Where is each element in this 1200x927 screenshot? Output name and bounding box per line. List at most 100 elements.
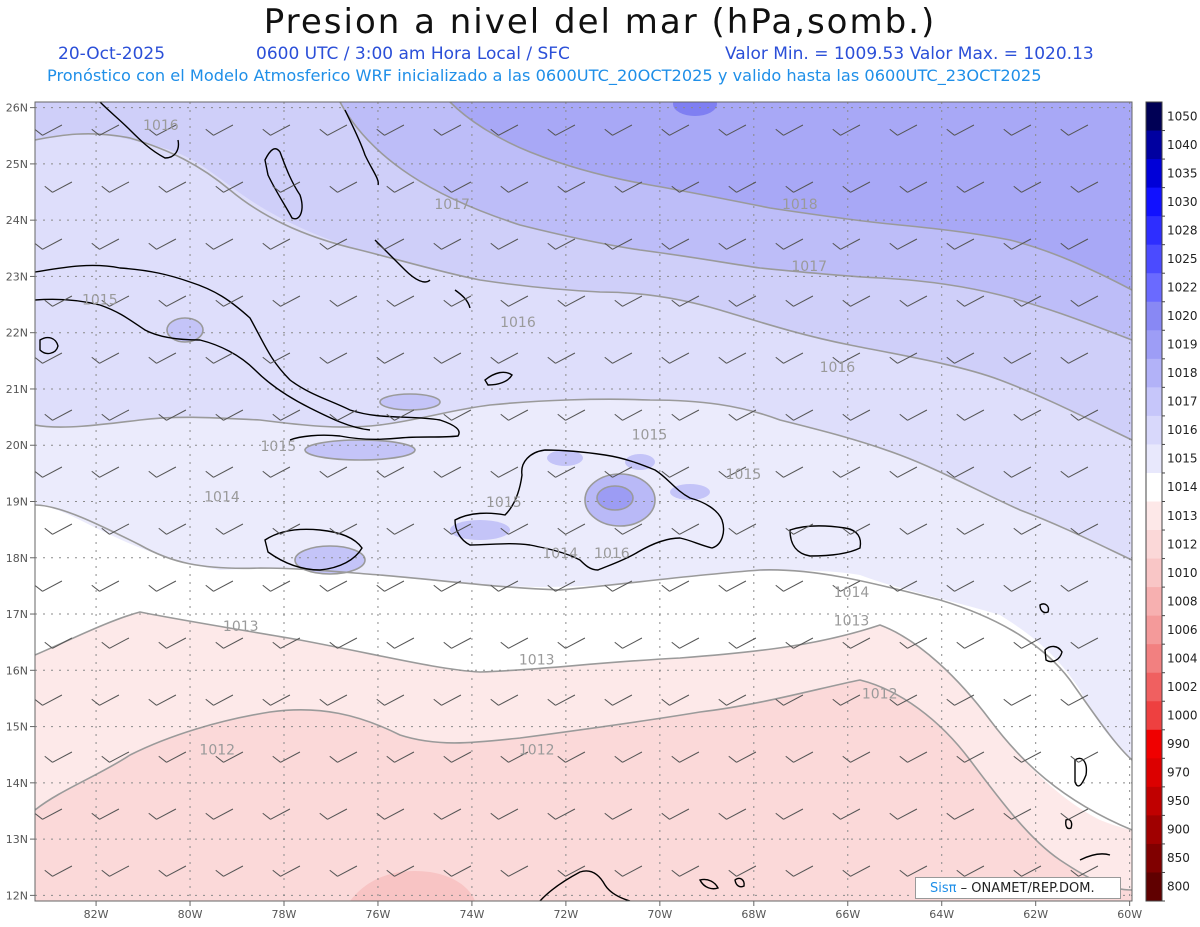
contour-label: 1017 [434,197,470,213]
colorbar-label: 1010 [1167,566,1198,580]
wind-barb [614,409,643,421]
wind-barb [842,865,871,877]
wind-barb [490,352,519,364]
lat-label: 23N [6,270,28,283]
colorbar-label: 1022 [1167,280,1198,294]
lat-lon-grid [35,102,1132,901]
wind-barb [262,808,291,820]
wind-barb [443,181,472,193]
wind-barb [604,694,633,706]
lon-label: 60W [1117,908,1142,921]
colorbar-label: 1028 [1167,223,1198,237]
wind-barb [889,466,918,478]
wind-barb [718,352,747,364]
colorbar-swatch [1146,444,1162,474]
wind-barb [262,352,291,364]
wind-barb [604,124,633,136]
wind-barb [376,124,405,136]
wind-barb [500,181,529,193]
wind-barb [1013,295,1042,307]
wind-barb [1060,238,1089,250]
wind-barb [490,808,519,820]
wind-barb [443,523,472,535]
wind-barb [329,865,358,877]
colorbar-label: 1006 [1167,623,1198,637]
wind-barb [433,124,462,136]
wind-barb [101,637,130,649]
wind-barb [376,580,405,592]
wind-barb [842,523,871,535]
wind-barb [671,751,700,763]
colorbar-label: 1020 [1167,309,1198,323]
wind-barb [376,694,405,706]
wind-barb [215,409,244,421]
wind-barb [319,694,348,706]
colorbar-label: 1025 [1167,252,1198,266]
wind-barb [718,124,747,136]
colorbar-label: 990 [1167,737,1190,751]
wind-barb [661,580,690,592]
map-title: Presion a nivel del mar (hPa,somb.) [263,2,937,42]
wind-barb [785,865,814,877]
wind-barb [433,580,462,592]
colorbar-swatch [1146,472,1162,502]
wind-barb [35,808,63,820]
wind-barb [205,124,234,136]
wind-barb [262,580,291,592]
wind-barb [376,808,405,820]
wind-barb [91,466,120,478]
wind-barb [158,751,187,763]
wind-barb [728,637,757,649]
wind-barb [899,523,928,535]
wind-barb [728,409,757,421]
credit-text: – ONAMET/REP.DOM. [956,881,1095,896]
wind-barb [671,637,700,649]
wind-barb [889,580,918,592]
wind-barb [35,238,63,250]
wind-barb [1070,865,1099,877]
wind-barb [946,580,975,592]
colorbar-swatch [1146,187,1162,217]
colorbar-label: 1002 [1167,680,1198,694]
wind-barb [832,124,861,136]
wind-barb [148,352,177,364]
wind-barb [1013,865,1042,877]
longitude-labels: 82W 80W 78W 76W 74W 72W 70W 68W 66W 64W 62W 60W [84,901,1142,921]
wind-barb [832,694,861,706]
lat-label: 15N [6,721,28,734]
wind-barb [956,637,985,649]
forecast-line: Pronóstico con el Modelo Atmosferico WRF… [47,66,1042,85]
wind-barb [91,352,120,364]
wind-barb [386,181,415,193]
colorbar-swatch [1146,843,1162,873]
wind-barb [718,694,747,706]
wind-barb [661,466,690,478]
wind-barb [376,466,405,478]
lat-label: 22N [6,327,28,340]
wind-barb [671,865,700,877]
wind-barb [101,409,130,421]
wind-barb [44,295,73,307]
wind-barb [329,751,358,763]
colorbar-label: 1012 [1167,537,1198,551]
wind-barb [1013,181,1042,193]
colorbar: 1050 1040 1035 1030 1028 1025 1022 1020 1019 1018… [1145,101,1198,902]
wind-barb [433,694,462,706]
wind-barb [1060,808,1089,820]
lon-label: 70W [647,908,672,921]
colorbar-swatch [1146,815,1162,845]
contour-label: 1014 [542,546,578,562]
wind-barb [91,580,120,592]
wind-barb [91,238,120,250]
colorbar-swatch [1146,358,1162,388]
wind-barb [547,238,576,250]
contour-label: 1015 [726,467,762,483]
wind-barb [386,751,415,763]
coastlines [35,102,1111,901]
wind-barb [319,808,348,820]
wind-barb [101,295,130,307]
wind-barb [44,751,73,763]
wind-barb [262,466,291,478]
wind-barb [215,865,244,877]
wind-barb [728,865,757,877]
